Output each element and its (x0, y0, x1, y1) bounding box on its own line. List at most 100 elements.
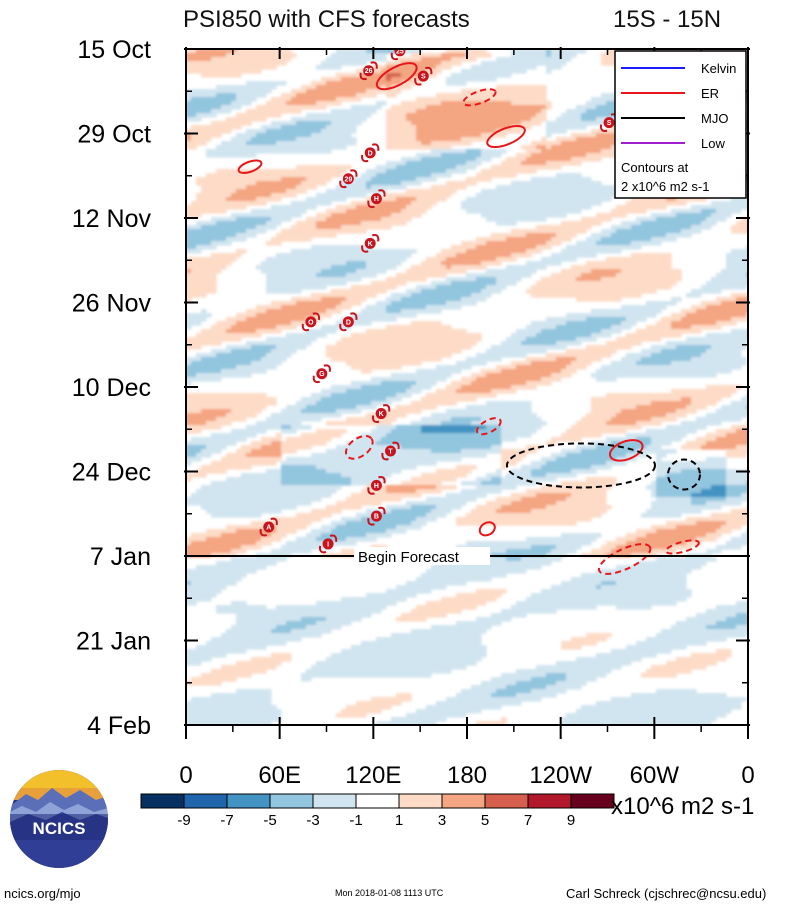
shade-cell (221, 97, 227, 102)
shade-cell (431, 193, 437, 198)
shade-cell (666, 197, 672, 202)
shade-cell (241, 137, 247, 142)
shade-cell (191, 233, 197, 238)
shade-cell (571, 113, 577, 118)
shade-cell (636, 305, 642, 310)
shade-cell (506, 197, 512, 202)
shade-cell (671, 273, 677, 278)
shade-cell (456, 153, 462, 158)
shade-cell (531, 97, 537, 102)
shade-cell (456, 129, 462, 134)
shade-cell (246, 109, 252, 114)
shade-cell (226, 125, 232, 130)
shade-cell (286, 53, 292, 58)
shade-cell (461, 257, 467, 262)
shade-cell (226, 181, 232, 186)
shade-cell (641, 277, 647, 282)
shade-cell (241, 69, 247, 74)
shade-cell (196, 241, 202, 246)
shade-cell (661, 237, 667, 242)
shade-cell (271, 85, 277, 90)
shade-cell (566, 141, 572, 146)
shade-cell (396, 313, 402, 318)
shade-cell (471, 153, 477, 158)
shade-cell (441, 301, 447, 306)
shade-cell (296, 229, 302, 234)
shade-cell (576, 225, 582, 230)
shade-cell (411, 161, 417, 166)
shade-cell (211, 125, 217, 130)
shade-cell (341, 169, 347, 174)
shade-cell (306, 169, 312, 174)
shade-cell (476, 53, 482, 58)
shade-cell (646, 281, 652, 286)
shade-cell (466, 117, 472, 122)
shade-cell (606, 297, 612, 302)
shade-cell (246, 121, 252, 126)
shade-cell (586, 273, 592, 278)
shade-cell (586, 121, 592, 126)
shade-cell (386, 281, 392, 286)
shade-cell (401, 277, 407, 282)
shade-cell (476, 201, 482, 206)
shade-cell (536, 97, 542, 102)
shade-cell (501, 185, 507, 190)
shade-cell (291, 185, 297, 190)
shade-cell (591, 245, 597, 250)
shade-cell (486, 113, 492, 118)
shade-cell (601, 233, 607, 238)
shade-cell (511, 217, 517, 222)
shade-cell (311, 93, 317, 98)
shade-cell (561, 121, 567, 126)
shade-cell (466, 149, 472, 154)
shade-cell (351, 85, 357, 90)
shade-cell (721, 269, 727, 274)
shade-cell (276, 129, 282, 134)
shade-cell (651, 201, 657, 206)
shade-cell (316, 297, 322, 302)
shade-cell (426, 113, 432, 118)
shade-cell (456, 121, 462, 126)
shade-cell (256, 197, 262, 202)
shade-cell (601, 193, 607, 198)
shade-cell (296, 189, 302, 194)
shade-cell (191, 313, 197, 318)
shade-cell (356, 49, 362, 54)
shade-cell (646, 237, 652, 242)
shade-cell (436, 69, 442, 74)
shade-cell (356, 293, 362, 298)
shade-cell (361, 181, 367, 186)
shade-cell (681, 213, 687, 218)
shade-cell (561, 273, 567, 278)
shade-cell (636, 289, 642, 294)
shade-cell (551, 253, 557, 258)
shade-cell (371, 173, 377, 178)
shade-cell (256, 313, 262, 318)
shade-cell (421, 133, 427, 138)
shade-cell (596, 285, 602, 290)
shade-cell (566, 313, 572, 318)
shade-cell (306, 269, 312, 274)
shade-cell (351, 93, 357, 98)
shade-cell (391, 165, 397, 170)
shade-cell (621, 209, 627, 214)
shade-cell (331, 93, 337, 98)
shade-cell (381, 265, 387, 270)
shade-cell (411, 305, 417, 310)
shade-cell (246, 201, 252, 206)
shade-cell (361, 105, 367, 110)
shade-cell (276, 313, 282, 318)
shade-cell (661, 285, 667, 290)
shade-cell (336, 185, 342, 190)
shade-cell (381, 225, 387, 230)
shade-cell (401, 65, 407, 70)
shade-cell (611, 149, 617, 154)
shade-cell (616, 281, 622, 286)
shade-cell (516, 209, 522, 214)
shade-cell (461, 301, 467, 306)
shade-cell (611, 237, 617, 242)
shade-cell (341, 205, 347, 210)
shade-cell (221, 125, 227, 130)
shade-cell (396, 141, 402, 146)
shade-cell (666, 237, 672, 242)
